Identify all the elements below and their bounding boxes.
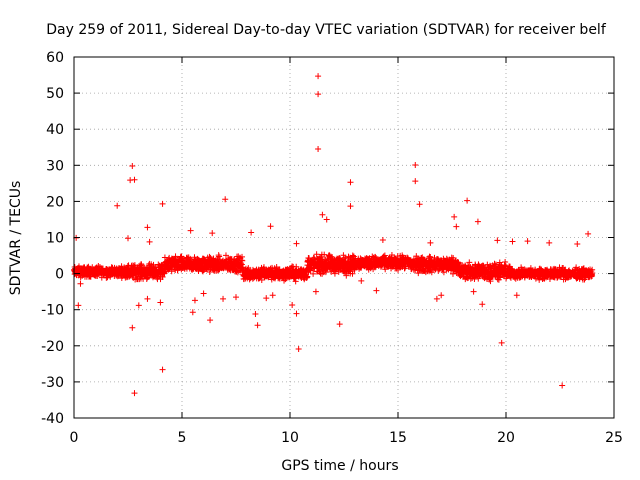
band-point: [216, 253, 223, 260]
y-tick-label: -10: [41, 303, 64, 319]
band-point: [206, 268, 213, 275]
band-point: [168, 268, 175, 275]
y-tick-label: 50: [46, 86, 64, 102]
y-tick-label: 60: [46, 50, 64, 66]
y-tick-label: -30: [41, 375, 64, 391]
band-point: [260, 264, 267, 271]
y-tick-label: 0: [55, 267, 64, 283]
band-point: [239, 257, 246, 264]
x-tick-label: 5: [178, 430, 187, 446]
band-point: [222, 252, 229, 259]
grid: [74, 57, 614, 418]
band-point: [138, 262, 145, 269]
data-points: [71, 73, 596, 397]
y-tick-label: -40: [41, 411, 64, 427]
y-tick-label: 10: [46, 231, 64, 247]
band-point: [144, 275, 151, 282]
y-axis-title: SDTVAR / TECUs: [8, 181, 24, 296]
band-point: [159, 273, 166, 280]
y-tick-label: 30: [46, 158, 64, 174]
x-axis-title: GPS time / hours: [281, 458, 398, 474]
band-point: [161, 270, 168, 277]
x-tick-label: 15: [389, 430, 407, 446]
y-tick-label: 20: [46, 194, 64, 210]
x-tick-label: 0: [70, 430, 79, 446]
y-tick-label: -20: [41, 339, 64, 355]
chart-title: Day 259 of 2011, Sidereal Day-to-day VTE…: [46, 22, 607, 38]
x-tick-label: 20: [497, 430, 515, 446]
x-tick-label: 25: [605, 430, 623, 446]
x-tick-label: 10: [281, 430, 299, 446]
y-tick-label: 40: [46, 122, 64, 138]
